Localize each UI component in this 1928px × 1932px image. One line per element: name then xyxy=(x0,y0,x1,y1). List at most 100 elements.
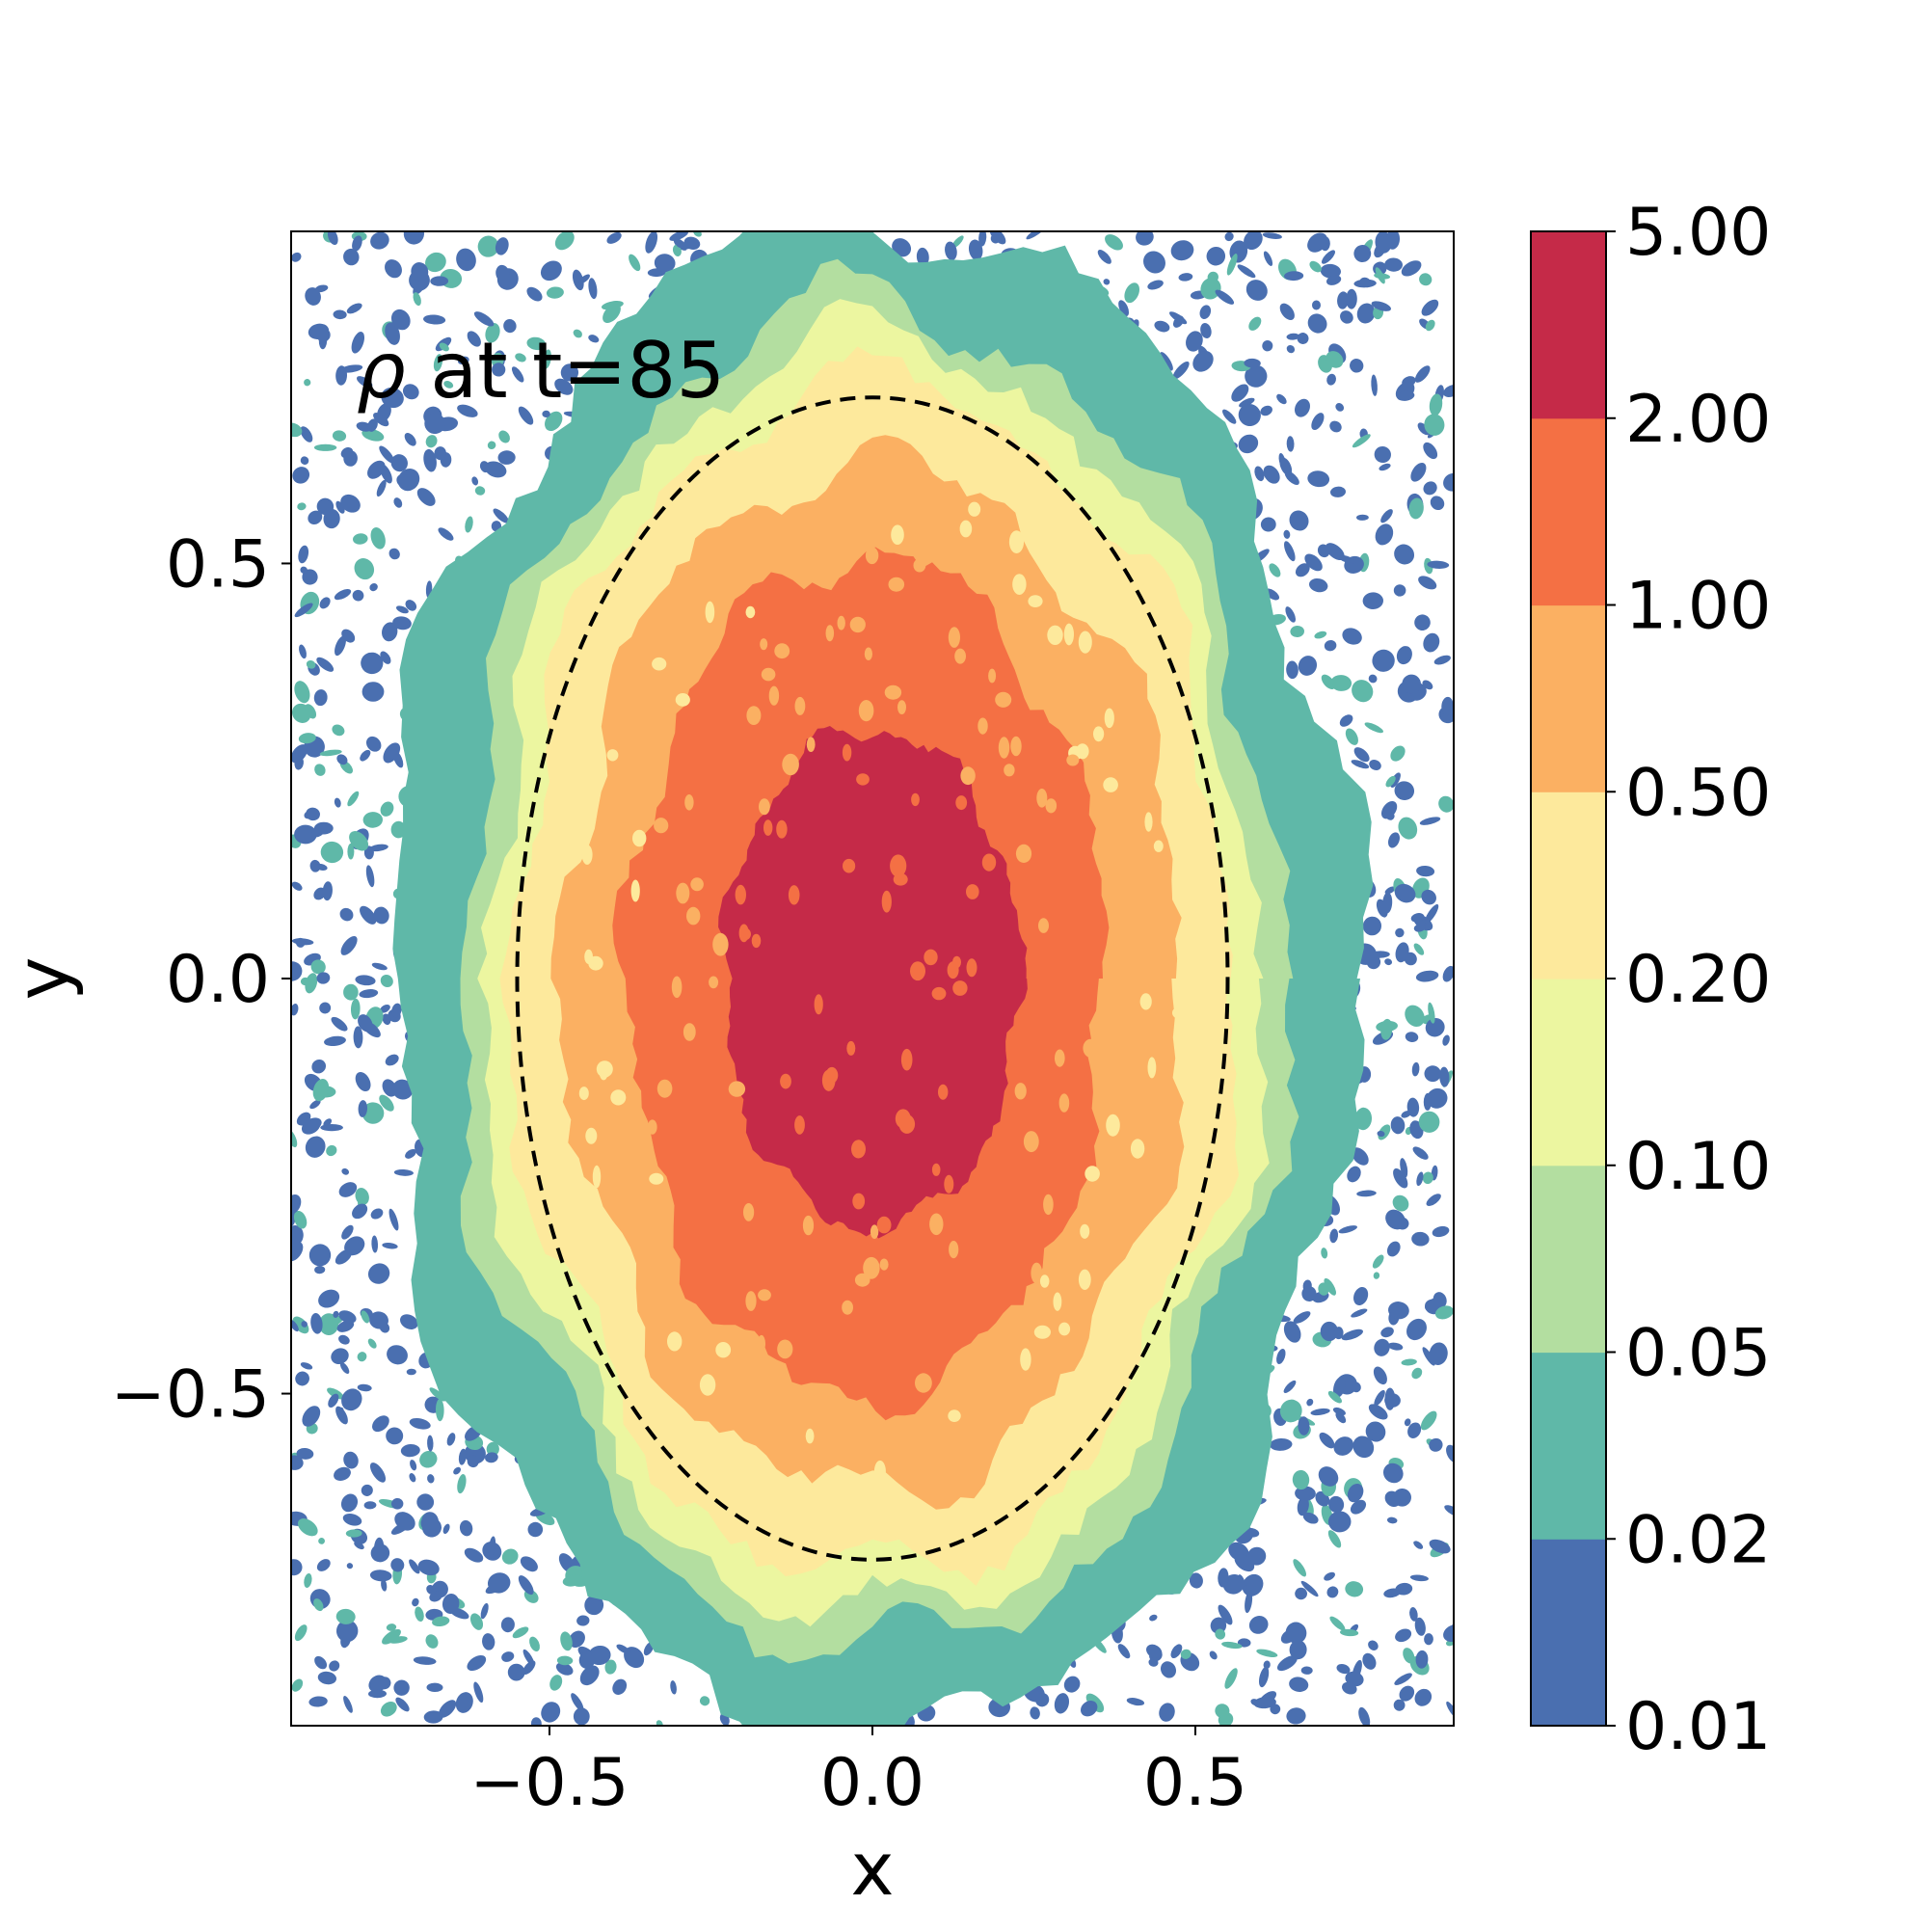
noise-blob xyxy=(411,262,429,282)
contour-speck xyxy=(585,1127,598,1144)
noise-blob xyxy=(392,616,412,631)
noise-blob xyxy=(1401,1358,1417,1366)
noise-blob xyxy=(1103,279,1111,285)
noise-blob xyxy=(345,1529,362,1538)
noise-blob xyxy=(363,845,374,860)
noise-blob xyxy=(343,983,359,1001)
noise-blob xyxy=(1290,625,1304,638)
contour-speck xyxy=(1153,840,1164,852)
noise-blob xyxy=(425,1634,439,1649)
noise-blob xyxy=(1427,560,1450,569)
noise-blob xyxy=(347,791,360,807)
noise-blob xyxy=(291,1678,304,1692)
noise-blob xyxy=(409,1559,420,1574)
noise-blob xyxy=(1209,1650,1218,1660)
noise-blob xyxy=(1370,951,1390,958)
noise-blob xyxy=(604,1659,617,1675)
noise-blob xyxy=(1118,300,1130,317)
contour-speck xyxy=(960,766,976,786)
noise-blob xyxy=(670,1680,677,1695)
colorbar-segment xyxy=(1531,417,1606,606)
noise-blob xyxy=(1429,1539,1451,1554)
contour-speck xyxy=(802,1215,815,1236)
contour-speck xyxy=(895,1109,911,1129)
noise-blob xyxy=(1332,1377,1346,1398)
noise-blob xyxy=(1425,319,1435,332)
colorbar-tick-label: 0.01 xyxy=(1625,1689,1771,1765)
noise-blob xyxy=(1371,301,1391,311)
noise-blob xyxy=(1373,1366,1387,1385)
contour-speck xyxy=(794,696,806,715)
noise-blob xyxy=(1352,1436,1375,1459)
contour-speck xyxy=(788,885,800,905)
noise-blob xyxy=(1415,1650,1429,1669)
noise-blob xyxy=(951,235,964,249)
noise-blob xyxy=(1285,606,1296,623)
noise-blob xyxy=(1286,436,1295,452)
noise-blob xyxy=(492,362,506,377)
noise-blob xyxy=(302,1117,322,1133)
noise-blob xyxy=(305,973,318,994)
contour-speck xyxy=(699,1374,716,1396)
noise-blob xyxy=(1417,422,1430,436)
noise-blob xyxy=(1412,1146,1429,1160)
noise-blob xyxy=(1159,1703,1175,1722)
noise-blob xyxy=(562,1574,583,1587)
contour-speck xyxy=(758,1289,771,1301)
contour-speck xyxy=(776,819,788,839)
noise-blob xyxy=(370,1543,390,1563)
noise-blob xyxy=(1394,781,1415,801)
noise-blob xyxy=(1375,599,1382,607)
noise-blob xyxy=(1375,523,1394,546)
noise-blob xyxy=(1263,1660,1271,1670)
noise-blob xyxy=(1419,817,1441,825)
noise-blob xyxy=(1433,1292,1447,1308)
noise-blob xyxy=(329,1660,340,1672)
noise-blob xyxy=(336,1320,355,1332)
noise-blob xyxy=(292,467,310,484)
noise-blob xyxy=(1442,965,1454,982)
noise-blob xyxy=(511,366,524,383)
noise-blob xyxy=(990,233,1001,244)
noise-blob xyxy=(368,1689,387,1699)
noise-blob xyxy=(300,566,308,575)
noise-blob xyxy=(1384,1490,1401,1507)
noise-blob xyxy=(347,843,355,860)
noise-blob xyxy=(308,510,323,524)
contour-speck xyxy=(966,884,979,899)
noise-blob xyxy=(380,1004,390,1013)
noise-blob xyxy=(1395,927,1405,938)
noise-blob xyxy=(381,1578,388,1592)
contour-speck xyxy=(745,1291,757,1311)
noise-blob xyxy=(1289,1640,1307,1660)
noise-blob xyxy=(892,238,912,257)
noise-blob xyxy=(294,824,317,845)
noise-blob xyxy=(656,1720,663,1726)
noise-blob xyxy=(391,1003,402,1018)
noise-blob xyxy=(1105,234,1123,251)
contour-speck xyxy=(1078,631,1092,654)
noise-blob xyxy=(1300,1666,1313,1675)
contour-speck xyxy=(746,706,762,725)
noise-blob xyxy=(438,527,454,541)
colorbar-tick-label: 0.50 xyxy=(1625,755,1771,831)
noise-blob xyxy=(1326,275,1342,285)
noise-blob xyxy=(1192,350,1214,372)
noise-blob xyxy=(357,1383,372,1392)
noise-blob xyxy=(324,1035,346,1047)
contour-speck xyxy=(846,1040,856,1056)
noise-blob xyxy=(322,881,333,901)
noise-blob xyxy=(291,1003,299,1016)
contour-speck xyxy=(947,961,959,979)
noise-blob xyxy=(1329,420,1342,433)
contour-speck xyxy=(1033,1325,1051,1339)
contour-speck xyxy=(897,700,906,714)
noise-blob xyxy=(1432,1225,1450,1238)
noise-blob xyxy=(1371,374,1378,396)
noise-blob xyxy=(442,1594,460,1614)
noise-blob xyxy=(302,1406,321,1427)
noise-blob xyxy=(370,231,389,250)
contour-speck xyxy=(881,890,892,913)
noise-blob xyxy=(1300,1580,1319,1597)
noise-blob xyxy=(522,1649,535,1667)
